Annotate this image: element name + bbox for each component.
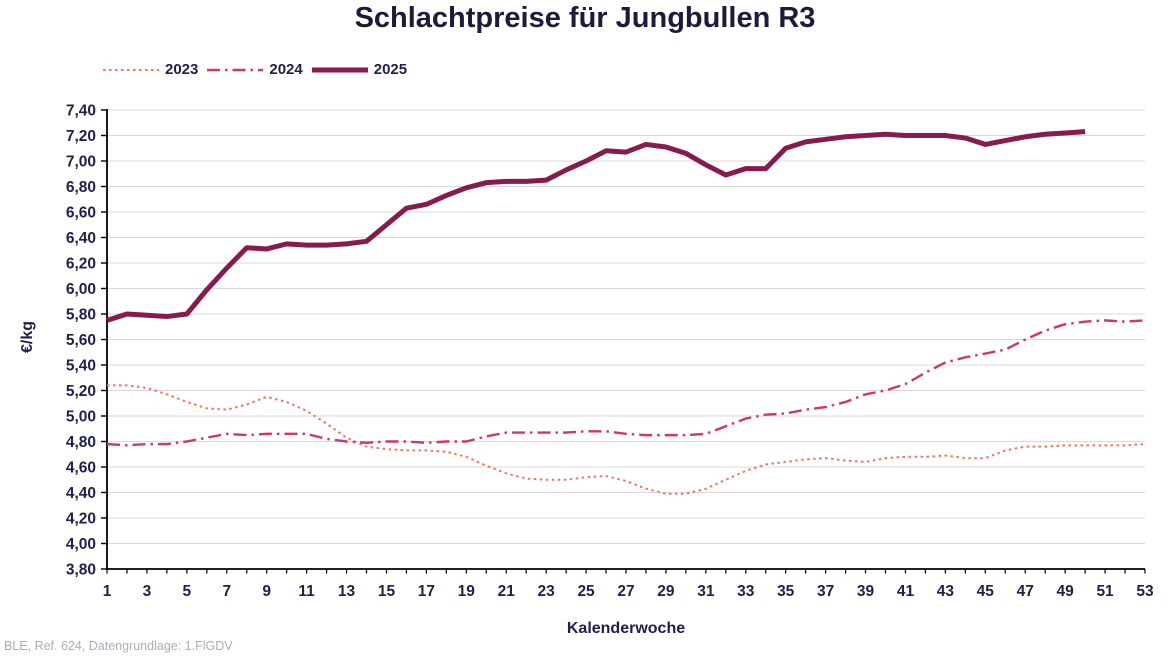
y-tick-label: 4,20 <box>66 511 96 528</box>
x-tick-label: 35 <box>777 583 795 600</box>
x-tick-label: 33 <box>737 583 755 600</box>
y-tick-label: 3,80 <box>66 562 96 579</box>
y-tick-label: 4,80 <box>66 434 96 451</box>
x-tick-label: 17 <box>418 583 435 600</box>
y-tick-label: 6,20 <box>66 256 96 273</box>
legend-item-2025: 2025 <box>311 61 408 78</box>
x-tick-label: 39 <box>857 583 875 600</box>
x-tick-label: 3 <box>143 583 152 600</box>
y-tick-label: 7,20 <box>66 128 96 145</box>
x-tick-label: 53 <box>1136 583 1154 600</box>
y-tick-label: 6,80 <box>66 179 96 196</box>
series-line-2023 <box>107 384 1146 495</box>
x-tick-label: 43 <box>937 583 955 600</box>
x-tick-label: 27 <box>617 583 634 600</box>
x-tick-label: 49 <box>1057 583 1075 600</box>
legend-label-2025: 2025 <box>373 61 408 78</box>
x-tick-label: 45 <box>977 583 995 600</box>
x-tick-label: 37 <box>817 583 834 600</box>
x-tick-label: 21 <box>498 583 516 600</box>
legend-line-2024 <box>207 68 264 71</box>
x-tick-label: 25 <box>577 583 595 600</box>
y-tick-label: 6,60 <box>66 205 96 222</box>
y-tick-label: 6,40 <box>66 230 96 247</box>
y-tick-label: 7,40 <box>66 103 96 120</box>
chart-title: Schlachtpreise für Jungbullen R3 <box>354 2 816 34</box>
y-tick-label: 6,00 <box>66 281 96 298</box>
x-tick-label: 1 <box>103 583 112 600</box>
x-tick-label: 47 <box>1017 583 1034 600</box>
y-tick-label: 7,00 <box>66 154 96 171</box>
legend: 2023 2024 2025 <box>103 61 407 78</box>
x-tick-label: 7 <box>222 583 231 600</box>
x-tick-label: 13 <box>338 583 356 600</box>
x-tick-label: 5 <box>183 583 192 600</box>
legend-label-2023: 2023 <box>165 61 199 78</box>
y-tick-label: 5,20 <box>66 383 96 400</box>
x-tick-label: 51 <box>1096 583 1114 600</box>
x-tick-label: 31 <box>697 583 715 600</box>
y-tick-label: 5,00 <box>66 409 96 426</box>
x-tick-label: 29 <box>657 583 675 600</box>
legend-label-2024: 2024 <box>269 61 303 78</box>
y-tick-label: 5,60 <box>66 332 96 349</box>
y-axis-title: €/kg <box>19 321 36 354</box>
x-tick-label: 11 <box>298 583 315 600</box>
legend-item-2023: 2023 <box>103 61 198 78</box>
x-tick-label: 9 <box>262 583 271 600</box>
x-axis-title: Kalenderwoche <box>566 620 686 637</box>
legend-line-2025 <box>311 67 368 72</box>
x-tick-label: 23 <box>538 583 556 600</box>
source-note: BLE, Ref. 624, Datengrundlage: 1.FlGDV <box>4 639 233 653</box>
y-tick-label: 4,00 <box>66 536 96 553</box>
y-tick-label: 5,80 <box>66 307 96 324</box>
legend-item-2024: 2024 <box>207 61 303 78</box>
y-tick-label: 4,60 <box>66 460 96 477</box>
x-tick-label: 19 <box>458 583 476 600</box>
series-line-2025 <box>106 129 1086 323</box>
series-line-2024 <box>106 319 1146 447</box>
y-tick-label: 5,40 <box>66 358 96 375</box>
x-tick-label: 15 <box>378 583 396 600</box>
x-tick-label: 41 <box>897 583 915 600</box>
y-tick-label: 4,40 <box>66 485 96 502</box>
